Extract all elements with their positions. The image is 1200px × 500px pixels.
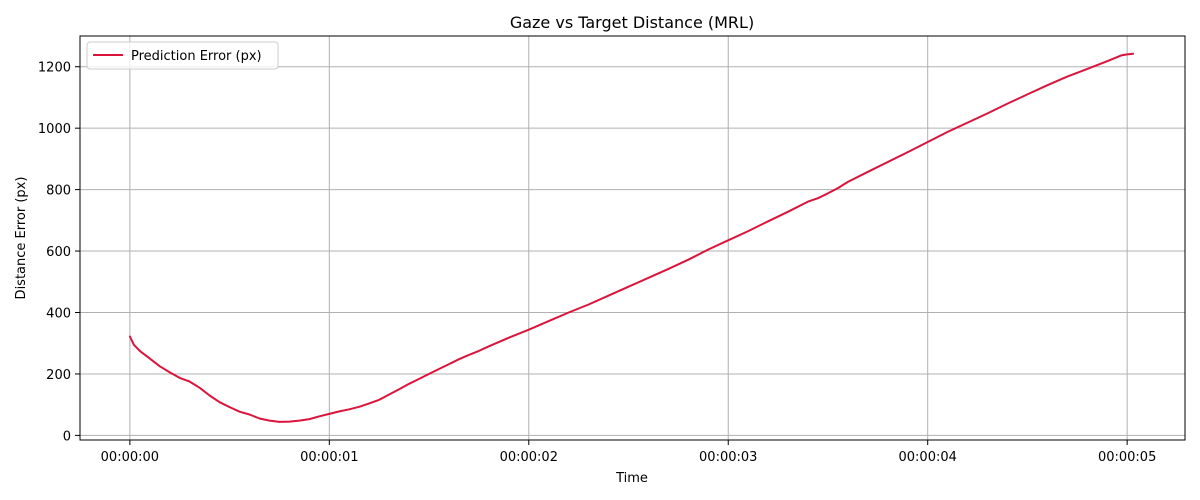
y-tick-label: 200 xyxy=(46,368,71,383)
series-line-prediction-error xyxy=(128,52,1135,423)
y-tick-label: 1200 xyxy=(38,61,71,76)
x-tick-label: 00:00:03 xyxy=(699,450,757,465)
y-tick-label: 400 xyxy=(46,307,71,322)
y-axis-label: Distance Error (px) xyxy=(14,177,29,300)
y-tick-label: 1000 xyxy=(38,122,71,137)
y-tick-label: 800 xyxy=(46,184,71,199)
x-tick-label: 00:00:04 xyxy=(899,450,957,465)
plot-area-frame xyxy=(79,35,1186,441)
legend: Prediction Error (px) xyxy=(86,41,279,70)
y-tick-label: 600 xyxy=(46,245,71,260)
x-axis-ticks: 00:00:00 00:00:01 00:00:02 00:00:03 00:00:04… xyxy=(101,440,1156,465)
x-tick-label: 00:00:00 xyxy=(101,450,159,465)
x-axis-label: Time xyxy=(615,471,648,486)
chart-title: Gaze vs Target Distance (MRL) xyxy=(510,13,754,32)
grid-lines xyxy=(80,36,1185,440)
x-tick-label: 00:00:05 xyxy=(1098,450,1156,465)
x-tick-label: 00:00:01 xyxy=(300,450,358,465)
legend-box xyxy=(86,41,279,70)
x-tick-label: 00:00:02 xyxy=(500,450,558,465)
series-layer xyxy=(128,52,1135,423)
y-axis-ticks: 0 200 400 600 800 1000 1200 xyxy=(38,61,80,444)
y-tick-label: 0 xyxy=(63,429,71,444)
legend-label: Prediction Error (px) xyxy=(131,49,262,64)
